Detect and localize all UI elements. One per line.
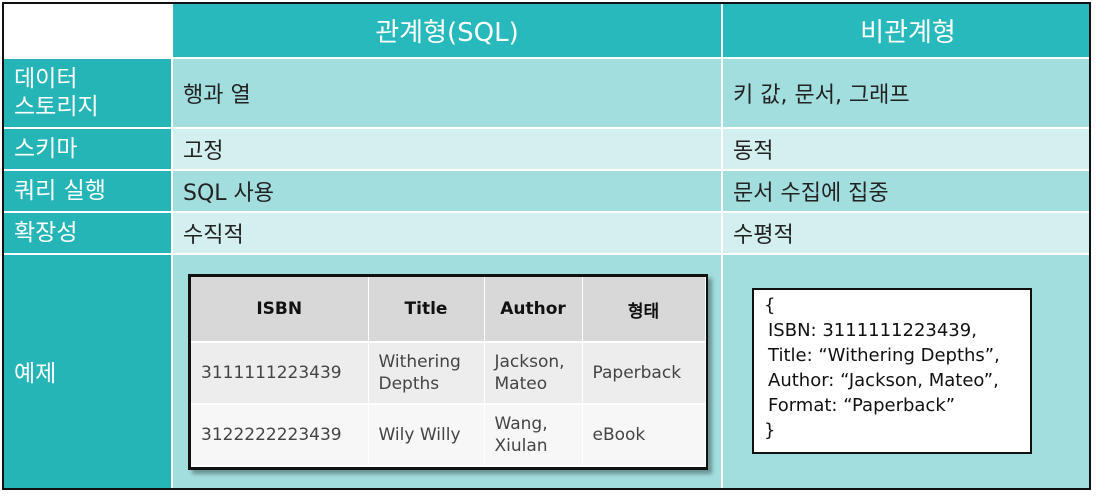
sql-example-table: ISBN Title Author 형태 3111111223439 Withe… <box>188 274 708 470</box>
row-label-line: 데이터 <box>14 66 78 92</box>
cell-format: eBook <box>582 404 706 467</box>
cell-author-line: Jackson, <box>494 352 565 372</box>
row-label-query: 쿼리 실행 <box>4 171 171 211</box>
cell-author: Wang, Xiulan <box>484 404 583 467</box>
row-label-data-storage: 데이터 스토리지 <box>4 59 171 127</box>
column-header-format: 형태 <box>582 277 706 343</box>
cell-isbn: 3122222223439 <box>191 404 369 467</box>
header-relational: 관계형(SQL) <box>173 4 721 57</box>
cell-format: Paperback <box>582 342 706 405</box>
json-line: Title: “Withering Depths”, <box>768 345 1000 366</box>
scalability-nonrelational: 수평적 <box>723 213 1089 253</box>
json-line: Format: “Paperback” <box>768 395 956 416</box>
data-storage-nonrelational: 키 값, 문서, 그래프 <box>723 59 1089 127</box>
row-label-scalability: 확장성 <box>4 213 171 253</box>
cell-author: Jackson, Mateo <box>484 342 583 405</box>
column-header-author: Author <box>484 277 583 343</box>
row-label-example: 예제 <box>4 255 171 488</box>
cell-author-line: Wang, <box>494 414 548 434</box>
json-open-brace: { <box>764 295 776 316</box>
query-nonrelational: 문서 수집에 집중 <box>723 171 1089 211</box>
comparison-table: 관계형(SQL) 비관계형 데이터 스토리지 행과 열 키 값, 문서, 그래프… <box>2 2 1091 490</box>
cell-title: Wily Willy <box>368 404 485 467</box>
json-close-brace: } <box>764 420 776 441</box>
row-label-schema: 스키마 <box>4 129 171 169</box>
json-line: ISBN: 3111111223439, <box>768 320 977 341</box>
data-storage-relational: 행과 열 <box>173 59 721 127</box>
schema-relational: 고정 <box>173 129 721 169</box>
table-row: 3111111223439 Withering Depths Jackson, … <box>191 342 706 405</box>
scalability-relational: 수직적 <box>173 213 721 253</box>
cell-title: Withering Depths <box>368 342 485 405</box>
query-relational: SQL 사용 <box>173 171 721 211</box>
cell-title-line: Depths <box>378 374 440 394</box>
column-header-isbn: ISBN <box>191 277 369 343</box>
table-row: 3122222223439 Wily Willy Wang, Xiulan eB… <box>191 404 706 467</box>
cell-isbn: 3111111223439 <box>191 342 369 405</box>
json-line: Author: “Jackson, Mateo”, <box>768 370 999 391</box>
row-label-line: 스토리지 <box>14 94 99 120</box>
cell-title-line: Withering <box>378 352 461 372</box>
schema-nonrelational: 동적 <box>723 129 1089 169</box>
header-nonrelational: 비관계형 <box>723 4 1089 57</box>
document-example-box: { ISBN: 3111111223439, Title: “Withering… <box>752 288 1032 454</box>
column-header-title: Title <box>368 277 485 343</box>
cell-author-line: Xiulan <box>494 436 548 456</box>
header-empty-cell <box>4 4 171 57</box>
cell-author-line: Mateo <box>494 374 548 394</box>
